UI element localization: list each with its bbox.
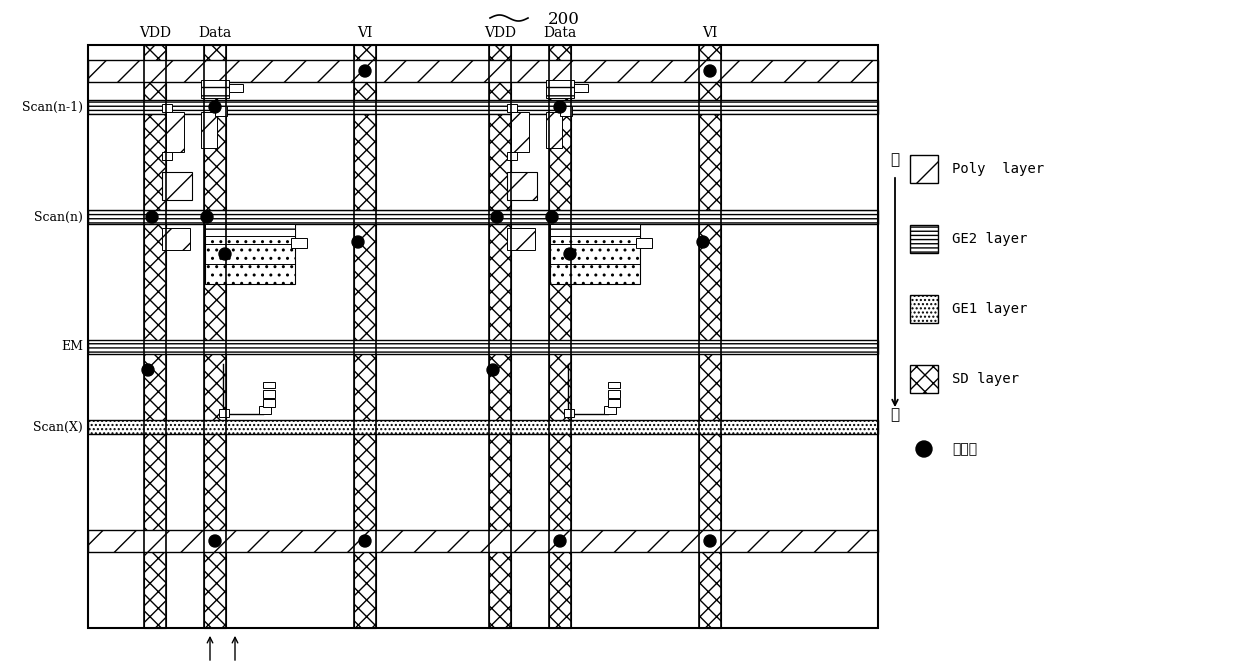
Circle shape — [210, 535, 221, 547]
Circle shape — [352, 236, 365, 248]
Bar — [205, 45, 226, 628]
Bar — [608, 399, 620, 407]
Bar — [551, 224, 640, 236]
Bar — [507, 228, 534, 250]
Circle shape — [219, 248, 231, 260]
Text: GE2 layer: GE2 layer — [952, 232, 1028, 246]
Circle shape — [704, 535, 715, 547]
Bar — [549, 45, 570, 628]
Circle shape — [697, 236, 709, 248]
Bar — [263, 399, 275, 407]
Bar — [910, 225, 937, 253]
Circle shape — [546, 211, 558, 223]
Bar — [353, 45, 376, 628]
Text: VI: VI — [357, 26, 373, 40]
Circle shape — [360, 535, 371, 547]
Bar — [259, 406, 272, 414]
Bar — [608, 390, 620, 398]
Bar — [205, 224, 295, 284]
Bar — [489, 45, 511, 628]
Circle shape — [210, 101, 221, 113]
Bar — [699, 45, 720, 628]
Bar — [229, 84, 243, 92]
Bar — [549, 45, 570, 628]
Text: 上: 上 — [890, 408, 899, 422]
Bar — [353, 45, 376, 628]
Bar — [291, 238, 308, 248]
Bar — [88, 340, 878, 354]
Bar — [574, 84, 588, 92]
Circle shape — [487, 364, 498, 376]
Text: 200: 200 — [548, 11, 580, 28]
Bar — [560, 106, 572, 116]
Text: 下: 下 — [890, 153, 899, 167]
Bar — [546, 80, 574, 98]
Text: VI: VI — [702, 26, 718, 40]
Circle shape — [564, 248, 577, 260]
Bar — [201, 80, 229, 98]
Bar — [910, 295, 937, 323]
Text: Scan(X): Scan(X) — [33, 421, 83, 433]
Bar — [201, 112, 217, 148]
Bar — [910, 365, 937, 393]
Circle shape — [704, 65, 715, 77]
Text: Scan(n-1): Scan(n-1) — [22, 101, 83, 113]
Bar — [507, 172, 537, 200]
Bar — [88, 420, 878, 434]
Bar — [263, 382, 275, 388]
Bar — [910, 155, 937, 183]
Circle shape — [554, 535, 565, 547]
Bar — [162, 228, 190, 250]
Bar — [507, 152, 517, 160]
Bar — [564, 409, 574, 417]
Bar — [636, 238, 652, 248]
Circle shape — [554, 101, 565, 113]
Text: Poly  layer: Poly layer — [952, 162, 1044, 176]
Text: Data: Data — [198, 26, 232, 40]
Bar — [219, 409, 229, 417]
Bar — [546, 112, 562, 148]
Circle shape — [360, 65, 371, 77]
Bar — [88, 530, 878, 552]
Circle shape — [146, 211, 157, 223]
Bar — [88, 45, 878, 628]
Bar — [699, 45, 720, 628]
Bar — [144, 45, 166, 628]
Bar — [205, 45, 226, 628]
Text: GE1 layer: GE1 layer — [952, 302, 1028, 316]
Bar — [507, 104, 517, 112]
Text: Scan(n): Scan(n) — [35, 211, 83, 223]
Bar — [144, 45, 166, 628]
Bar — [608, 382, 620, 388]
Circle shape — [491, 211, 503, 223]
Bar — [551, 224, 640, 284]
Bar — [489, 45, 511, 628]
Bar — [166, 112, 184, 152]
Circle shape — [201, 211, 213, 223]
Circle shape — [916, 441, 932, 457]
Text: VDD: VDD — [484, 26, 516, 40]
Bar — [162, 172, 192, 200]
Bar — [604, 406, 616, 414]
Text: EM: EM — [61, 340, 83, 354]
Bar — [88, 100, 878, 114]
Bar — [162, 104, 172, 112]
Bar — [88, 60, 878, 82]
Text: VDD: VDD — [139, 26, 171, 40]
Bar — [263, 390, 275, 398]
Bar — [511, 112, 529, 152]
Text: SD layer: SD layer — [952, 372, 1019, 386]
Bar — [88, 210, 878, 224]
Bar — [162, 152, 172, 160]
Circle shape — [143, 364, 154, 376]
Bar — [215, 106, 227, 116]
Text: Data: Data — [543, 26, 577, 40]
Text: 连通孔: 连通孔 — [952, 442, 977, 456]
Bar — [205, 224, 295, 236]
